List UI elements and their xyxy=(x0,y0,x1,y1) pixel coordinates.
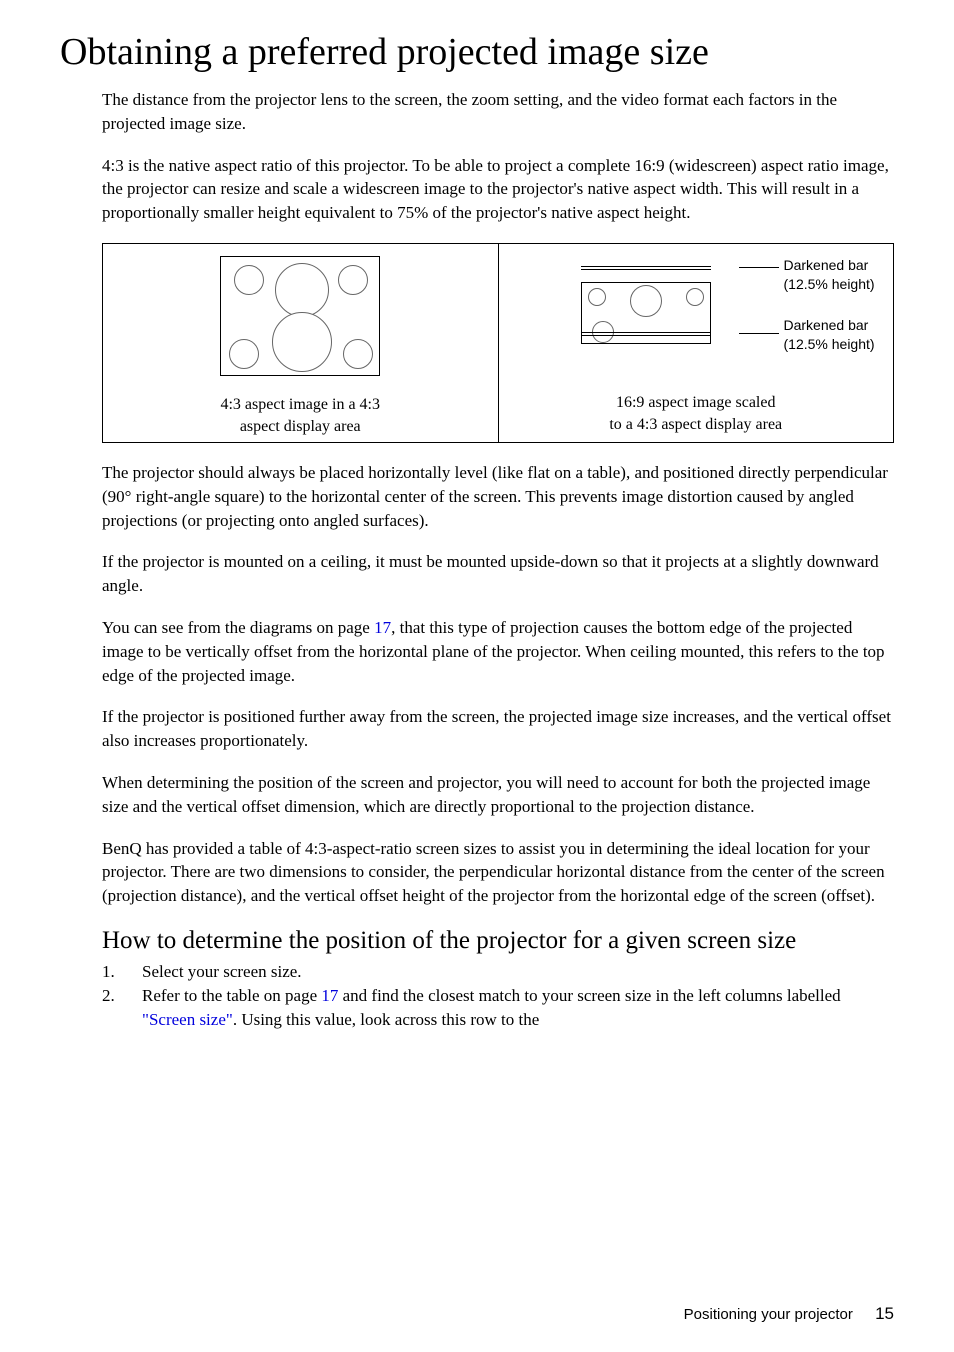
page-footer: Positioning your projector 15 xyxy=(684,1304,894,1324)
body-paragraph: When determining the position of the scr… xyxy=(102,771,894,819)
body-paragraph: If the projector is positioned further a… xyxy=(102,705,894,753)
text-fragment: . Using this value, look across this row… xyxy=(233,1010,539,1029)
diagram-caption: 16:9 aspect image scaled to a 4:3 aspect… xyxy=(609,392,782,435)
darkbar-label: Darkened bar (12.5% height) xyxy=(784,256,875,294)
page-title: Obtaining a preferred projected image si… xyxy=(60,30,894,74)
label-line: (12.5% height) xyxy=(784,336,875,352)
body-paragraph: You can see from the diagrams on page 17… xyxy=(102,616,894,687)
caption-line: 4:3 aspect image in a 4:3 xyxy=(220,396,380,413)
list-item: 2. Refer to the table on page 17 and fin… xyxy=(102,984,894,1032)
list-number: 2. xyxy=(102,984,142,1032)
page-link[interactable]: 17 xyxy=(321,986,338,1005)
text-fragment: You can see from the diagrams on page xyxy=(102,618,374,637)
text-fragment: and find the closest match to your scree… xyxy=(338,986,840,1005)
caption-line: 16:9 aspect image scaled xyxy=(616,394,776,411)
body-paragraph: 4:3 is the native aspect ratio of this p… xyxy=(102,154,894,225)
list-item: 1. Select your screen size. xyxy=(102,960,894,984)
text-fragment: Refer to the table on page xyxy=(142,986,321,1005)
page-link[interactable]: 17 xyxy=(374,618,391,637)
body-paragraph: BenQ has provided a table of 4:3-aspect-… xyxy=(102,837,894,908)
body-paragraph: The distance from the projector lens to … xyxy=(102,88,894,136)
body-paragraph: The projector should always be placed ho… xyxy=(102,461,894,532)
body-paragraph: If the projector is mounted on a ceiling… xyxy=(102,550,894,598)
label-line: Darkened bar xyxy=(784,317,869,333)
aspect-4-3-box xyxy=(220,256,380,376)
diagram-16-9-panel: Darkened bar (12.5% height) Darkened bar… xyxy=(499,244,894,442)
footer-section-name: Positioning your projector xyxy=(684,1306,853,1323)
caption-line: to a 4:3 aspect display area xyxy=(609,416,782,433)
list-content: Refer to the table on page 17 and find t… xyxy=(142,984,894,1032)
subsection-title: How to determine the position of the pro… xyxy=(102,926,894,956)
label-line: Darkened bar xyxy=(784,257,869,273)
aspect-ratio-diagram: 4:3 aspect image in a 4:3 aspect display… xyxy=(102,243,894,443)
diagram-caption: 4:3 aspect image in a 4:3 aspect display… xyxy=(220,394,380,437)
reference-link[interactable]: "Screen size" xyxy=(142,1010,233,1029)
page-number: 15 xyxy=(875,1304,894,1323)
list-content: Select your screen size. xyxy=(142,960,894,984)
diagram-4-3-panel: 4:3 aspect image in a 4:3 aspect display… xyxy=(103,244,499,442)
darkbar-label: Darkened bar (12.5% height) xyxy=(784,316,875,354)
list-number: 1. xyxy=(102,960,142,984)
caption-line: aspect display area xyxy=(240,418,361,435)
label-line: (12.5% height) xyxy=(784,276,875,292)
